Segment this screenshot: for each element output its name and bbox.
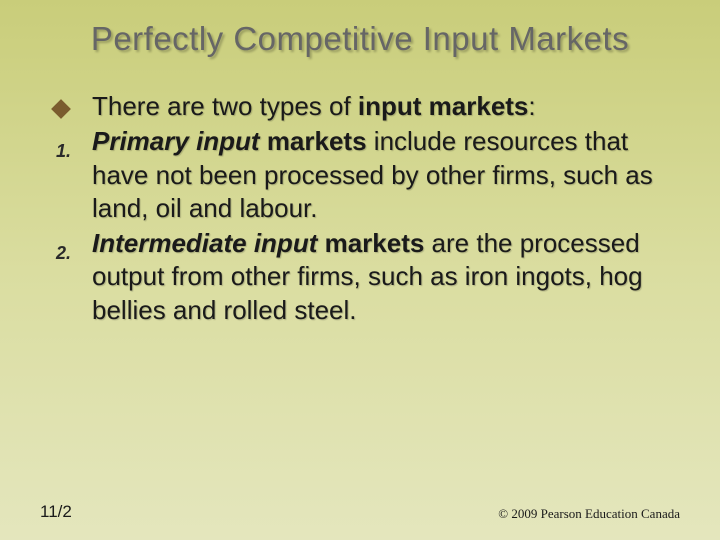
- slide: Perfectly Competitive Input Markets Ther…: [0, 0, 720, 540]
- copyright-text: © 2009 Pearson Education Canada: [498, 506, 680, 522]
- slide-content: There are two types of input markets: 1.…: [40, 90, 680, 327]
- bullet-marker: 2.: [50, 227, 92, 264]
- list-item-text: Intermediate input markets are the proce…: [92, 227, 680, 327]
- slide-footer: 11/2 © 2009 Pearson Education Canada: [40, 502, 680, 522]
- number-marker: 1.: [54, 135, 71, 162]
- list-item-text: Primary input markets include resources …: [92, 125, 680, 225]
- diamond-icon: [51, 99, 71, 119]
- slide-title: Perfectly Competitive Input Markets: [40, 20, 680, 58]
- bullet-marker: [50, 90, 92, 116]
- list-item-text: There are two types of input markets:: [92, 90, 680, 123]
- number-marker: 2.: [54, 237, 71, 264]
- list-item: There are two types of input markets:: [50, 90, 680, 123]
- list-item: 1. Primary input markets include resourc…: [50, 125, 680, 225]
- page-number: 11/2: [40, 502, 72, 522]
- bullet-marker: 1.: [50, 125, 92, 162]
- list-item: 2. Intermediate input markets are the pr…: [50, 227, 680, 327]
